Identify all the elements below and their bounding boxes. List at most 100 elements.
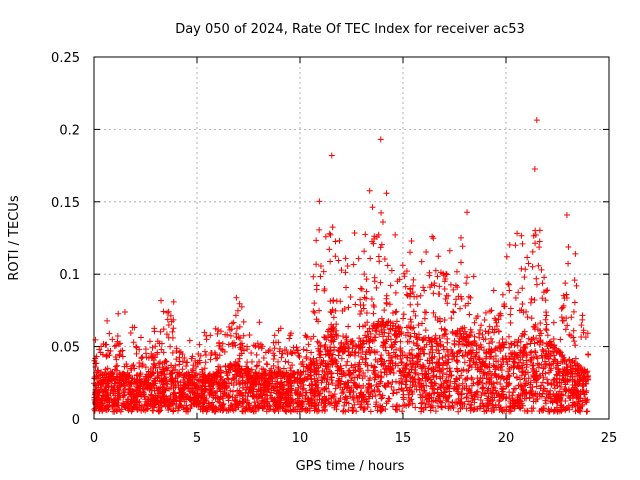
roti-point: [407, 249, 414, 256]
roti-point: [388, 341, 395, 348]
roti-point: [382, 406, 389, 413]
roti-point: [490, 380, 497, 387]
roti-point: [326, 246, 333, 253]
roti-point: [357, 285, 364, 292]
roti-point: [338, 390, 345, 397]
roti-point: [420, 284, 427, 291]
roti-point: [389, 309, 396, 316]
roti-point: [391, 339, 398, 346]
roti-point: [161, 386, 168, 393]
roti-point: [539, 370, 546, 377]
roti-point: [497, 343, 504, 350]
roti-point: [409, 374, 416, 381]
roti-point: [234, 325, 241, 332]
roti-point: [554, 360, 561, 367]
roti-point: [367, 349, 374, 356]
roti-point: [526, 390, 533, 397]
roti-point: [240, 332, 247, 339]
roti-point: [263, 398, 270, 405]
roti-point: [340, 369, 347, 376]
roti-point: [271, 345, 278, 352]
roti-point: [407, 316, 414, 323]
roti-point: [491, 315, 498, 322]
roti-point: [558, 305, 565, 312]
roti-point: [514, 394, 521, 401]
roti-point: [478, 322, 485, 329]
roti-point: [256, 358, 263, 365]
roti-point: [558, 391, 565, 398]
roti-point: [216, 406, 223, 413]
y-tick-label: 0: [72, 413, 80, 428]
roti-point: [345, 348, 352, 355]
roti-point: [443, 292, 450, 299]
roti-point: [514, 362, 521, 369]
roti-point: [446, 388, 453, 395]
roti-point: [288, 375, 295, 382]
roti-point: [167, 385, 174, 392]
roti-point: [203, 332, 210, 339]
roti-point: [328, 395, 335, 402]
roti-point: [384, 379, 391, 386]
roti-point: [97, 405, 104, 412]
roti-point: [493, 323, 500, 330]
roti-point: [378, 209, 385, 216]
roti-point: [216, 340, 223, 347]
roti-point: [188, 355, 195, 362]
roti-point: [468, 382, 475, 389]
roti-point: [257, 386, 264, 393]
roti-point: [496, 397, 503, 404]
roti-point: [356, 323, 363, 330]
roti-point: [583, 408, 590, 415]
roti-point: [216, 380, 223, 387]
roti-point: [577, 404, 584, 411]
roti-point: [157, 390, 164, 397]
roti-point: [316, 351, 323, 358]
roti-point: [541, 385, 548, 392]
roti-point: [128, 380, 135, 387]
roti-point: [434, 340, 441, 347]
roti-point: [570, 334, 577, 341]
roti-point: [321, 369, 328, 376]
roti-point: [479, 358, 486, 365]
roti-point: [167, 376, 174, 383]
roti-point: [355, 341, 362, 348]
roti-point: [303, 407, 310, 414]
roti-point: [476, 356, 483, 363]
roti-point: [369, 204, 376, 211]
roti-point: [256, 380, 263, 387]
roti-point: [173, 356, 180, 363]
roti-point: [233, 294, 240, 301]
roti-point: [548, 381, 555, 388]
roti-point: [450, 286, 457, 293]
roti-point: [98, 381, 105, 388]
roti-point: [123, 373, 130, 380]
roti-point: [383, 336, 390, 343]
roti-point: [145, 396, 152, 403]
roti-point: [428, 339, 435, 346]
roti-point: [383, 371, 390, 378]
roti-point: [339, 307, 346, 314]
roti-point: [508, 341, 515, 348]
roti-point: [538, 330, 545, 337]
roti-point: [307, 335, 314, 342]
roti-point: [141, 379, 148, 386]
roti-point: [562, 405, 569, 412]
roti-point: [554, 348, 561, 355]
roti-point: [202, 359, 209, 366]
roti-point: [500, 303, 507, 310]
roti-point: [356, 335, 363, 342]
roti-point: [409, 364, 416, 371]
roti-point: [524, 407, 531, 414]
roti-point: [479, 331, 486, 338]
roti-point: [349, 341, 356, 348]
roti-point: [354, 363, 361, 370]
roti-point: [173, 345, 180, 352]
roti-point: [294, 408, 301, 415]
roti-point: [207, 351, 214, 358]
roti-point: [262, 368, 269, 375]
roti-point: [333, 332, 340, 339]
roti-point: [342, 255, 349, 262]
roti-point: [286, 335, 293, 342]
roti-point: [155, 385, 162, 392]
roti-point: [472, 353, 479, 360]
